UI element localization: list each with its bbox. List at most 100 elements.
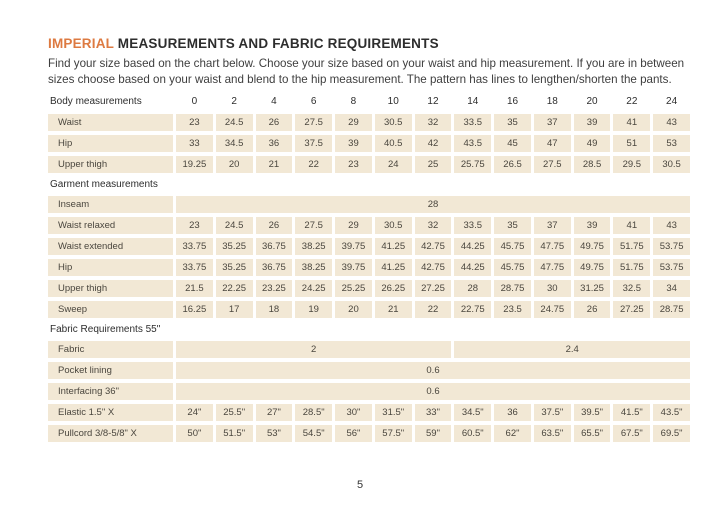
size-column-header: 22 xyxy=(626,96,638,107)
row-label: Interfacing 36" xyxy=(48,383,173,400)
size-cell: 27.5 xyxy=(295,114,333,131)
size-cell: 35 xyxy=(494,114,531,131)
size-cell: 56" xyxy=(335,425,372,442)
page-title-rest: MEASUREMENTS AND FABRIC REQUIREMENTS xyxy=(113,36,439,51)
size-column-header: 18 xyxy=(546,96,558,107)
size-chart-row: Hip 33.75 35.25 36.75 38.25 39.75 41.25 42.75 44… xyxy=(48,259,690,276)
size-cell: 53" xyxy=(255,425,293,442)
size-cell: 30" xyxy=(335,404,372,421)
size-column-header: 6 xyxy=(310,96,317,107)
size-cell: 21.5 xyxy=(176,280,213,297)
size-cell: 40.5 xyxy=(374,135,412,152)
size-cell: 24.25 xyxy=(295,280,333,297)
size-cell: 25.25 xyxy=(335,280,372,297)
size-column-header: 2 xyxy=(231,96,237,107)
size-cell: 23.5 xyxy=(494,301,531,318)
row-label: Hip xyxy=(48,135,173,152)
row-label: Waist xyxy=(48,114,173,131)
size-cell: 0.6 xyxy=(176,383,690,400)
size-cell: 39.5" xyxy=(573,404,611,421)
size-cell: 63.5" xyxy=(533,425,571,442)
size-cell: 20 xyxy=(215,156,253,173)
size-cell: 22 xyxy=(414,301,452,318)
size-cell: 31.5" xyxy=(374,404,412,421)
size-cell: 65.5" xyxy=(573,425,611,442)
size-cell: 39 xyxy=(573,114,611,131)
size-cell: 39.75 xyxy=(335,259,372,276)
size-cell: 36.75 xyxy=(255,259,293,276)
size-cell: 26 xyxy=(255,114,293,131)
size-cell: 50" xyxy=(176,425,213,442)
size-cell: 41.25 xyxy=(374,259,412,276)
size-cell: 24" xyxy=(176,404,213,421)
row-label: Upper thigh xyxy=(48,280,173,297)
size-cell: 35.25 xyxy=(215,238,253,255)
size-cell: 38.25 xyxy=(295,259,333,276)
size-cell: 24.5 xyxy=(215,217,253,234)
size-chart-row: Upper thigh 19.25 20 21 22 23 24 25 25.75 26.5 27.… xyxy=(48,156,690,173)
size-cell: 67.5" xyxy=(613,425,651,442)
size-cell: 28 xyxy=(176,196,690,213)
row-label: Sweep xyxy=(48,301,173,318)
size-cell: 45.75 xyxy=(494,238,531,255)
size-cell: 30.5 xyxy=(374,217,412,234)
size-cell: 27" xyxy=(255,404,293,421)
size-column-header: 14 xyxy=(467,96,479,107)
row-label: Waist relaxed xyxy=(48,217,173,234)
size-column-header: 24 xyxy=(666,96,678,107)
size-cell: 25 xyxy=(414,156,452,173)
size-cell: 49.75 xyxy=(573,238,611,255)
size-cell: 51 xyxy=(613,135,651,152)
size-cell: 2 xyxy=(176,341,452,358)
size-cell: 59" xyxy=(414,425,452,442)
size-cell: 41.5" xyxy=(613,404,651,421)
size-cell: 27.25 xyxy=(613,301,651,318)
size-cell: 47.75 xyxy=(533,259,571,276)
size-cell: 37.5" xyxy=(533,404,571,421)
size-cell: 41 xyxy=(613,114,651,131)
size-cell: 25.5" xyxy=(215,404,253,421)
size-header-row: Body measurements 0 2 4 6 8 10 12 14 16 18 20 22 24 xyxy=(48,93,690,110)
size-cell: 21 xyxy=(255,156,293,173)
size-chart-row: Hip 33 34.5 36 37.5 39 40.5 42 43.5 45 47 49 51 53 xyxy=(48,135,690,152)
size-cell: 26 xyxy=(573,301,611,318)
size-cell: 57.5" xyxy=(374,425,412,442)
size-column-header: 0 xyxy=(191,96,198,107)
size-cell: 24.75 xyxy=(533,301,571,318)
size-cell: 23 xyxy=(176,114,213,131)
size-cell: 53 xyxy=(653,135,690,152)
size-cell: 37 xyxy=(533,217,571,234)
size-column-header: 16 xyxy=(506,96,519,107)
size-cell: 39 xyxy=(573,217,611,234)
size-column-header: 8 xyxy=(350,96,357,107)
size-cell: 17 xyxy=(215,301,253,318)
size-chart-row: Inseam 28 xyxy=(48,196,690,213)
size-cell: 69.5" xyxy=(653,425,690,442)
page-title-accent: IMPERIAL xyxy=(48,36,114,51)
size-cell: 32 xyxy=(414,114,452,131)
size-cell: 47.75 xyxy=(533,238,571,255)
size-cell: 28.5" xyxy=(295,404,333,421)
size-cell: 37 xyxy=(533,114,571,131)
row-label: Waist extended xyxy=(48,238,173,255)
size-cell: 35 xyxy=(494,217,531,234)
row-label: Upper thigh xyxy=(48,156,173,173)
size-cell: 36.75 xyxy=(255,238,293,255)
size-cell: 32 xyxy=(414,217,452,234)
size-cell: 36 xyxy=(494,404,531,421)
row-label: Pullcord 3/8-5/8" X xyxy=(48,425,173,442)
size-cell: 33.5 xyxy=(454,217,492,234)
size-cell: 30 xyxy=(533,280,571,297)
size-cell: 28.5 xyxy=(573,156,611,173)
size-cell: 45 xyxy=(494,135,531,152)
size-cell: 29 xyxy=(335,114,372,131)
size-cell: 27.5 xyxy=(295,217,333,234)
size-cell: 37.5 xyxy=(295,135,333,152)
row-label: Elastic 1.5" X xyxy=(48,404,173,421)
size-chart-row: Sweep 16.25 17 18 19 20 21 22 22.75 23.5 24.75 26 27… xyxy=(48,301,690,318)
page-number: 5 xyxy=(356,479,364,491)
page-content: IMPERIAL MEASUREMENTS AND FABRIC REQUIRE… xyxy=(48,36,690,446)
size-chart-row: Elastic 1.5" X 24" 25.5" 27" 28.5" 30" 31.5" 33… xyxy=(48,404,690,421)
size-cell: 42.75 xyxy=(414,259,452,276)
